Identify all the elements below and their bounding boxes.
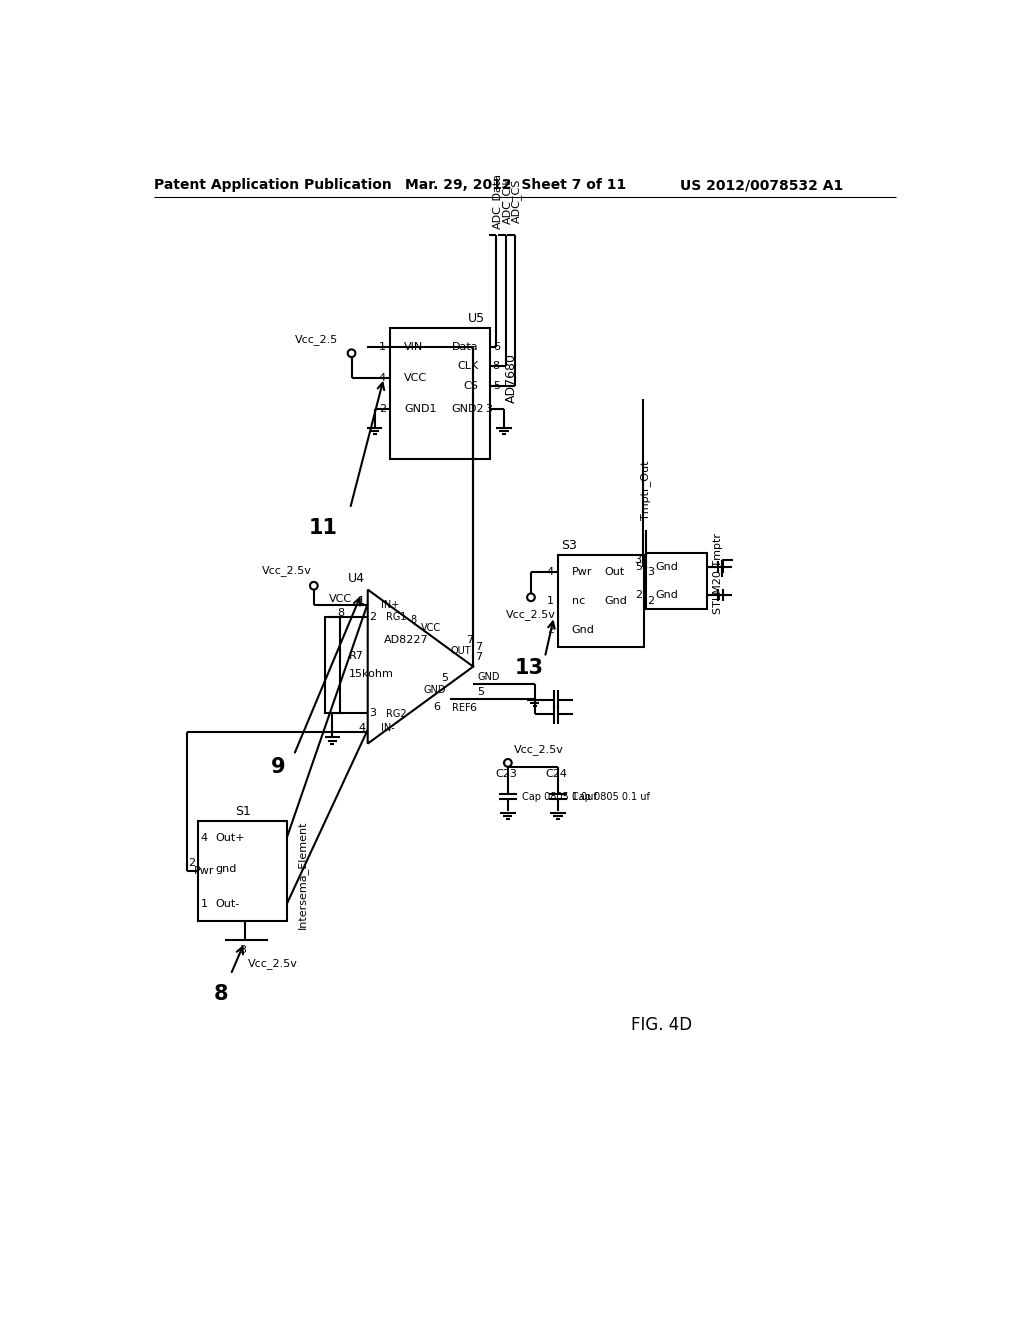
- Text: 4: 4: [379, 372, 386, 383]
- Text: 1: 1: [547, 597, 554, 606]
- Text: nc: nc: [571, 597, 585, 606]
- Text: 3: 3: [485, 404, 493, 413]
- Text: Gnd: Gnd: [604, 597, 627, 606]
- Bar: [199, 821, 287, 921]
- Text: VCC: VCC: [421, 623, 441, 634]
- Text: REF: REF: [452, 704, 470, 713]
- Text: Intersema_Element: Intersema_Element: [297, 820, 308, 929]
- Text: Vcc_2.5v: Vcc_2.5v: [249, 957, 298, 969]
- Text: GND1: GND1: [403, 404, 436, 413]
- Text: 5: 5: [635, 562, 642, 573]
- Text: C24: C24: [546, 770, 567, 779]
- Text: Pwr: Pwr: [195, 866, 215, 875]
- Bar: [558, 554, 644, 647]
- Text: RG1: RG1: [386, 611, 407, 622]
- Text: ADC_Data: ADC_Data: [493, 173, 504, 228]
- Text: 5: 5: [441, 673, 449, 684]
- Text: STLM20 Tmptr: STLM20 Tmptr: [713, 533, 723, 614]
- Text: 2: 2: [547, 626, 554, 635]
- Text: AD7680: AD7680: [505, 352, 518, 403]
- Text: Out-: Out-: [215, 899, 240, 908]
- Text: U5: U5: [468, 312, 484, 325]
- Text: 2: 2: [370, 612, 377, 622]
- Text: Cap 0805 0.1 uf: Cap 0805 0.1 uf: [571, 792, 649, 803]
- Text: 7: 7: [475, 643, 482, 652]
- Text: 3: 3: [370, 708, 377, 718]
- Text: CS: CS: [464, 380, 478, 391]
- Text: Patent Application Publication: Patent Application Publication: [155, 178, 392, 193]
- Text: VIN: VIN: [403, 342, 423, 352]
- Text: AD8227: AD8227: [384, 635, 428, 644]
- Text: FIG. 4D: FIG. 4D: [632, 1015, 692, 1034]
- Text: 6: 6: [493, 342, 500, 352]
- Text: VCC: VCC: [403, 372, 427, 383]
- Text: 7: 7: [466, 635, 473, 644]
- Bar: [646, 553, 707, 609]
- Text: 6: 6: [469, 704, 476, 713]
- Text: Gnd: Gnd: [655, 562, 679, 573]
- Text: Cap 0805 1.0uf: Cap 0805 1.0uf: [521, 792, 596, 803]
- Text: OUT: OUT: [451, 647, 471, 656]
- Text: IN+: IN+: [381, 601, 399, 610]
- Text: GND: GND: [424, 685, 446, 694]
- Text: ADC_CS: ADC_CS: [511, 178, 522, 223]
- Text: gnd: gnd: [215, 865, 237, 874]
- Text: 2: 2: [635, 590, 642, 601]
- Text: 8: 8: [337, 607, 344, 618]
- Text: US 2012/0078532 A1: US 2012/0078532 A1: [680, 178, 844, 193]
- Text: Gnd: Gnd: [571, 626, 595, 635]
- Bar: [390, 327, 490, 459]
- Text: 4: 4: [547, 566, 554, 577]
- Text: U4: U4: [348, 572, 365, 585]
- Text: 2: 2: [188, 858, 196, 869]
- Text: S3: S3: [561, 539, 577, 552]
- Text: 1: 1: [379, 342, 386, 352]
- Text: Data: Data: [452, 342, 478, 352]
- Text: R7: R7: [349, 651, 365, 661]
- Text: 1: 1: [358, 597, 366, 606]
- Text: 15kohm: 15kohm: [349, 669, 394, 680]
- Text: 8: 8: [493, 362, 500, 371]
- Text: 3: 3: [240, 945, 247, 954]
- Text: Tmptr_Out: Tmptr_Out: [640, 461, 651, 520]
- Text: 2: 2: [647, 597, 654, 606]
- Text: Vcc_2.5v: Vcc_2.5v: [506, 609, 556, 619]
- Text: 5: 5: [493, 380, 500, 391]
- Text: Gnd: Gnd: [655, 590, 679, 601]
- Text: RG2: RG2: [386, 709, 407, 719]
- Text: 8: 8: [411, 615, 417, 626]
- Text: 4: 4: [201, 833, 208, 842]
- Text: 3: 3: [634, 554, 641, 565]
- Text: 1: 1: [201, 899, 208, 908]
- Text: 7: 7: [475, 652, 482, 663]
- Text: Vcc_2.5v: Vcc_2.5v: [262, 565, 311, 576]
- Text: C23: C23: [496, 770, 517, 779]
- Text: ADC_Clk: ADC_Clk: [502, 177, 513, 224]
- Text: 8: 8: [214, 983, 228, 1003]
- Bar: [325, 618, 340, 713]
- Text: Out+: Out+: [215, 833, 245, 842]
- Text: 2: 2: [379, 404, 386, 413]
- Text: 9: 9: [271, 756, 286, 776]
- Text: IN-: IN-: [381, 723, 394, 733]
- Text: 5: 5: [477, 686, 484, 697]
- Text: GND: GND: [477, 672, 500, 681]
- Text: 11: 11: [308, 517, 338, 539]
- Text: 6: 6: [433, 702, 440, 713]
- Text: S1: S1: [234, 805, 251, 818]
- Text: VCC: VCC: [329, 594, 352, 603]
- Text: Mar. 29, 2012  Sheet 7 of 11: Mar. 29, 2012 Sheet 7 of 11: [404, 178, 627, 193]
- Text: Vcc_2.5: Vcc_2.5: [295, 334, 339, 345]
- Text: Vcc_2.5v: Vcc_2.5v: [514, 744, 564, 755]
- Text: GND2: GND2: [452, 404, 484, 413]
- Text: Pwr: Pwr: [571, 566, 592, 577]
- Text: Out: Out: [604, 566, 625, 577]
- Text: CLK: CLK: [458, 362, 478, 371]
- Text: 4: 4: [358, 723, 366, 733]
- Text: 3: 3: [647, 566, 653, 577]
- Text: 13: 13: [515, 659, 544, 678]
